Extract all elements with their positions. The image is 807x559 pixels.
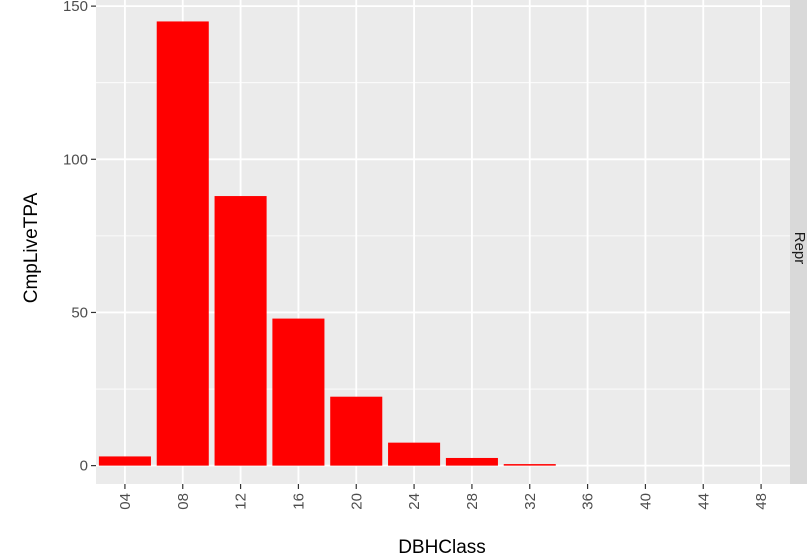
x-tick-label: 36	[580, 493, 597, 510]
y-tick-label: 100	[63, 151, 88, 168]
x-tick-label: 44	[695, 493, 712, 510]
x-tick-label: 16	[290, 493, 307, 510]
y-axis-title: CmpLiveTPA	[21, 192, 42, 303]
bar-24	[388, 442, 441, 466]
bars-group	[98, 21, 556, 466]
bar-32	[503, 464, 556, 466]
y-tick-label: 150	[63, 0, 88, 15]
minor-gridlines	[96, 82, 790, 390]
facet-strip	[790, 0, 807, 484]
y-axis: 0 50 100 150	[63, 0, 96, 475]
bar-08	[156, 21, 209, 466]
x-tick-label: 32	[522, 493, 539, 510]
x-tick-label: 04	[117, 493, 134, 510]
x-tick-label: 24	[406, 493, 423, 510]
x-tick-label: 20	[348, 493, 365, 510]
y-tick-label: 50	[71, 304, 88, 321]
x-tick-label: 08	[175, 493, 192, 510]
x-tick-label: 12	[233, 493, 250, 510]
y-tick-label: 0	[80, 458, 88, 475]
x-tick-label: 28	[464, 493, 481, 510]
bar-20	[330, 396, 383, 466]
plot-panel	[96, 0, 790, 484]
x-axis: 04 08 12 16 20 24 28 32 36 40 44 48	[117, 484, 770, 510]
x-tick-label: 48	[753, 493, 770, 510]
bar-04	[98, 456, 151, 466]
x-tick-label: 40	[637, 493, 654, 510]
facet-strip-label: Repr	[791, 232, 807, 265]
x-axis-title: DBHClass	[398, 537, 486, 558]
bar-28	[445, 457, 498, 466]
bar-16	[272, 318, 325, 466]
bar-12	[214, 196, 267, 466]
